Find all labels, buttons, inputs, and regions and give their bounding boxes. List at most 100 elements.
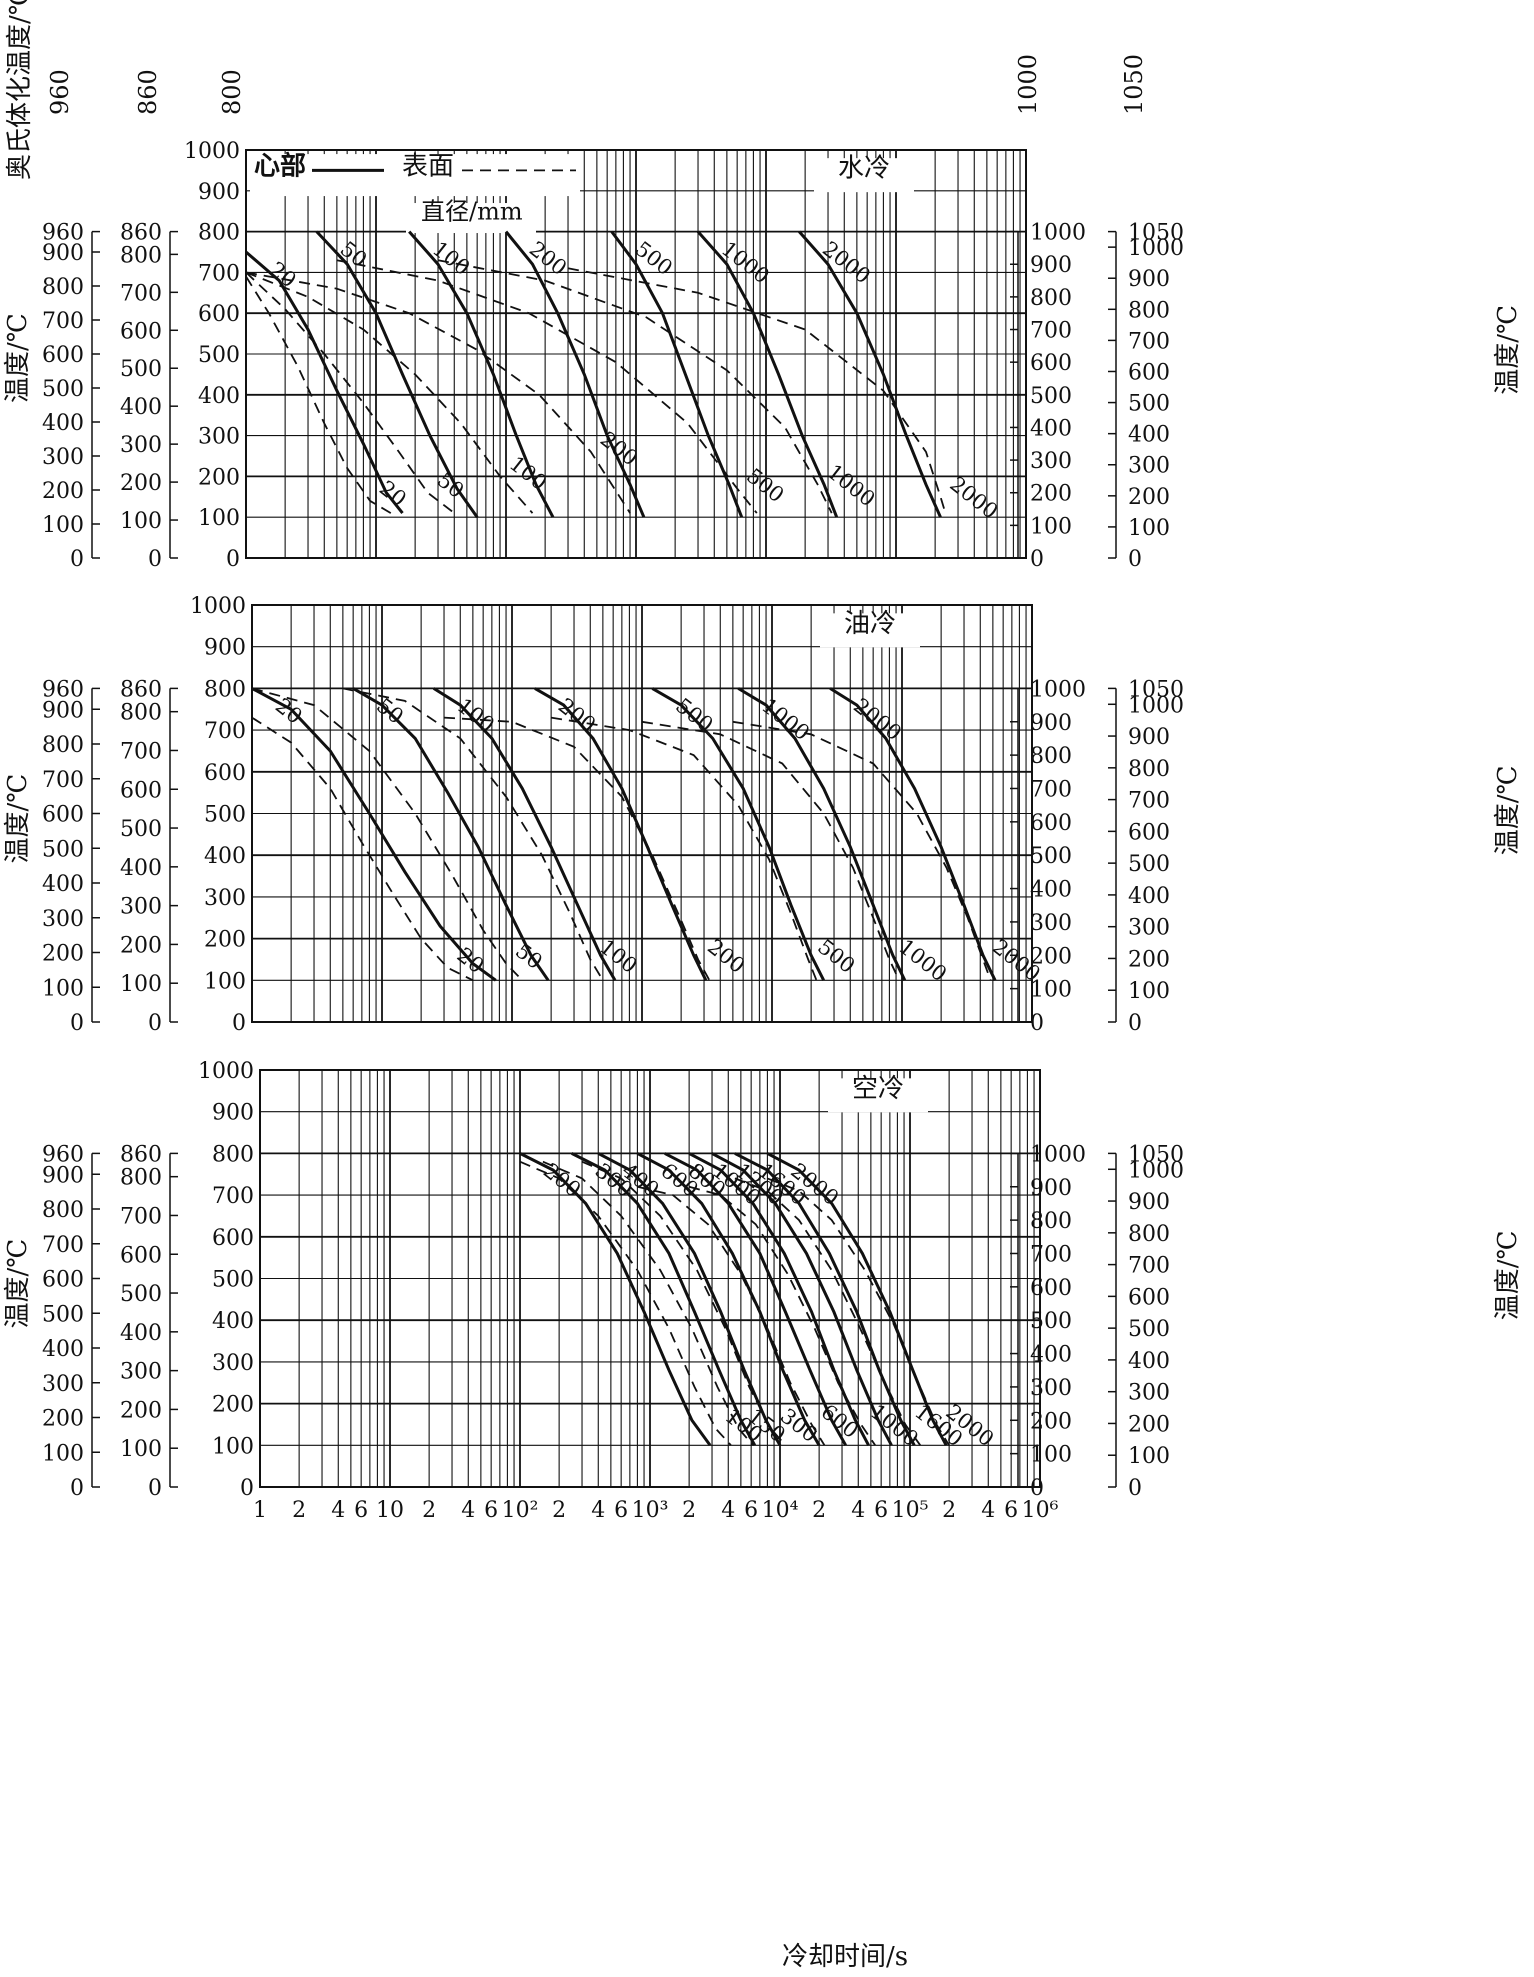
aux-scale-tick-label: 900 — [42, 241, 84, 266]
y-tick-label: 700 — [204, 719, 246, 744]
y-tick-label: 900 — [212, 1101, 254, 1126]
aux-scale-tick-label: 700 — [1128, 329, 1170, 354]
series-core-200 — [519, 1152, 712, 1447]
x-tick-label: 10⁵ — [892, 1498, 929, 1523]
aux-scale-tick-label: 700 — [1030, 319, 1072, 344]
panel-name-box — [820, 613, 920, 648]
x-tick-label: 2 — [812, 1498, 826, 1523]
aux-scale-tick-label: 900 — [1128, 267, 1170, 292]
y-tick-label: 800 — [212, 1142, 254, 1167]
aux-scale-tick-label: 860 — [120, 677, 162, 702]
aux-scale-tick-label: 200 — [120, 471, 162, 496]
aux-scale-tick-label: 500 — [1128, 852, 1170, 877]
y-tick-label: 200 — [198, 465, 240, 490]
series-core-100 — [408, 230, 555, 518]
x-tick-label: 10 — [376, 1498, 404, 1523]
aux-scale-tick-label: 0 — [1128, 1011, 1142, 1036]
series-surface-1000 — [437, 259, 833, 514]
aux-scale-tick-label: 600 — [1128, 820, 1170, 845]
series-surface-300 — [581, 1160, 787, 1446]
aux-scale-tick-label: 100 — [1030, 1443, 1072, 1468]
aux-scale-tick-label: 800 — [120, 1166, 162, 1191]
y-tick-label: 400 — [212, 1309, 254, 1334]
aux-scale-tick-label: 200 — [1128, 1412, 1170, 1437]
aux-scale-tick-label: 100 — [120, 1437, 162, 1462]
y-tick-label: 900 — [204, 636, 246, 661]
aux-scale-tick-label: 300 — [42, 445, 84, 470]
series-core-500 — [651, 687, 826, 981]
series-label: 100 — [428, 237, 474, 281]
aux-scale-tick-label: 700 — [42, 768, 84, 793]
plot-frame — [251, 604, 1033, 1023]
aux-scale-tick-label: 1050 — [1128, 1142, 1184, 1167]
aux-scale-tick-label: 100 — [42, 513, 84, 538]
x-tick-label: 4 — [591, 1498, 605, 1523]
aux-scale-tick-label: 0 — [1128, 1476, 1142, 1501]
aux-scale-tick-label: 960 — [42, 221, 84, 246]
x-tick-label: 4 — [331, 1498, 345, 1523]
series-surface-1000 — [688, 1185, 876, 1446]
aux-scale-tick-label: 100 — [120, 972, 162, 997]
plot-frame — [259, 1069, 1041, 1488]
series-surface-500 — [550, 716, 818, 981]
y-tick-label: 500 — [212, 1268, 254, 1293]
aux-scale-tick-label: 700 — [42, 1233, 84, 1258]
aux-scale-tick-label: 700 — [42, 309, 84, 334]
series-core-800 — [664, 1152, 848, 1447]
x-tick-label: 2 — [942, 1498, 956, 1523]
aux-scale-tick-label: 500 — [1128, 1317, 1170, 1342]
aux-scale-tick-label: 700 — [1030, 777, 1072, 802]
aux-scale-tick-label: 200 — [120, 1398, 162, 1423]
aux-scale-tick-label: 300 — [120, 1360, 162, 1385]
y-tick-label: 800 — [204, 677, 246, 702]
aux-scale-1000: 0 100 200 300 400 500 600 700 800 900 1000 — [1010, 1142, 1086, 1501]
aux-scale-tick-label: 860 — [120, 221, 162, 246]
aux-scale-tick-label: 200 — [42, 1407, 84, 1432]
series-core-1000 — [688, 1152, 870, 1447]
series-surface-200 — [443, 716, 711, 981]
aux-scale-tick-label: 100 — [42, 1441, 84, 1466]
y-axis-label-right: 温度/℃ — [1493, 1230, 1523, 1320]
panel-name: 油冷 — [844, 609, 896, 639]
aux-scale-1000: 0 100 200 300 400 500 600 700 800 900 1000 — [1010, 677, 1086, 1036]
aux-scale-tick-label: 800 — [42, 1198, 84, 1223]
series-label: 500 — [631, 237, 677, 281]
x-tick-label: 4 — [461, 1498, 475, 1523]
series-surface-200 — [245, 271, 631, 514]
panel-name-box — [814, 158, 914, 193]
aux-scale-tick-label: 600 — [42, 803, 84, 828]
aux-scale-tick-label: 800 — [1128, 757, 1170, 782]
aux-scale-tick-label: 300 — [120, 895, 162, 920]
aux-scale-tick-label: 600 — [1030, 351, 1072, 376]
series-label: 100 — [595, 934, 641, 978]
y-tick-label: 0 — [240, 1476, 254, 1501]
aux-scale-tick-label: 700 — [1128, 789, 1170, 814]
aux-scale-tick-label: 300 — [120, 433, 162, 458]
aux-scale-tick-label: 1000 — [1128, 1158, 1184, 1183]
series-surface-20 — [245, 276, 392, 514]
y-tick-label: 600 — [212, 1226, 254, 1251]
series-core-400 — [597, 1152, 782, 1447]
series-core-300 — [571, 1152, 757, 1447]
y-tick-label: 400 — [198, 384, 240, 409]
aux-scale-tick-label: 500 — [42, 1302, 84, 1327]
x-tick-label: 1 — [253, 1498, 267, 1523]
series-surface-50 — [251, 687, 523, 981]
aux-scale-tick-label: 600 — [120, 319, 162, 344]
austenitizing-temp-value: 860 — [134, 69, 162, 115]
aux-scale-tick-label: 1000 — [1128, 693, 1184, 718]
aux-scale-tick-label: 600 — [120, 778, 162, 803]
series-surface-100 — [519, 1160, 732, 1446]
legend-box — [250, 154, 580, 197]
series-core-2000 — [798, 230, 942, 518]
aux-scale-tick-label: 0 — [1128, 547, 1142, 572]
aux-scale-tick-label: 300 — [42, 907, 84, 932]
aux-scale-tick-label: 700 — [120, 281, 162, 306]
aux-scale-1000: 0 100 200 300 400 500 600 700 800 900 1000 — [1010, 221, 1086, 572]
series-core-200 — [504, 230, 646, 518]
